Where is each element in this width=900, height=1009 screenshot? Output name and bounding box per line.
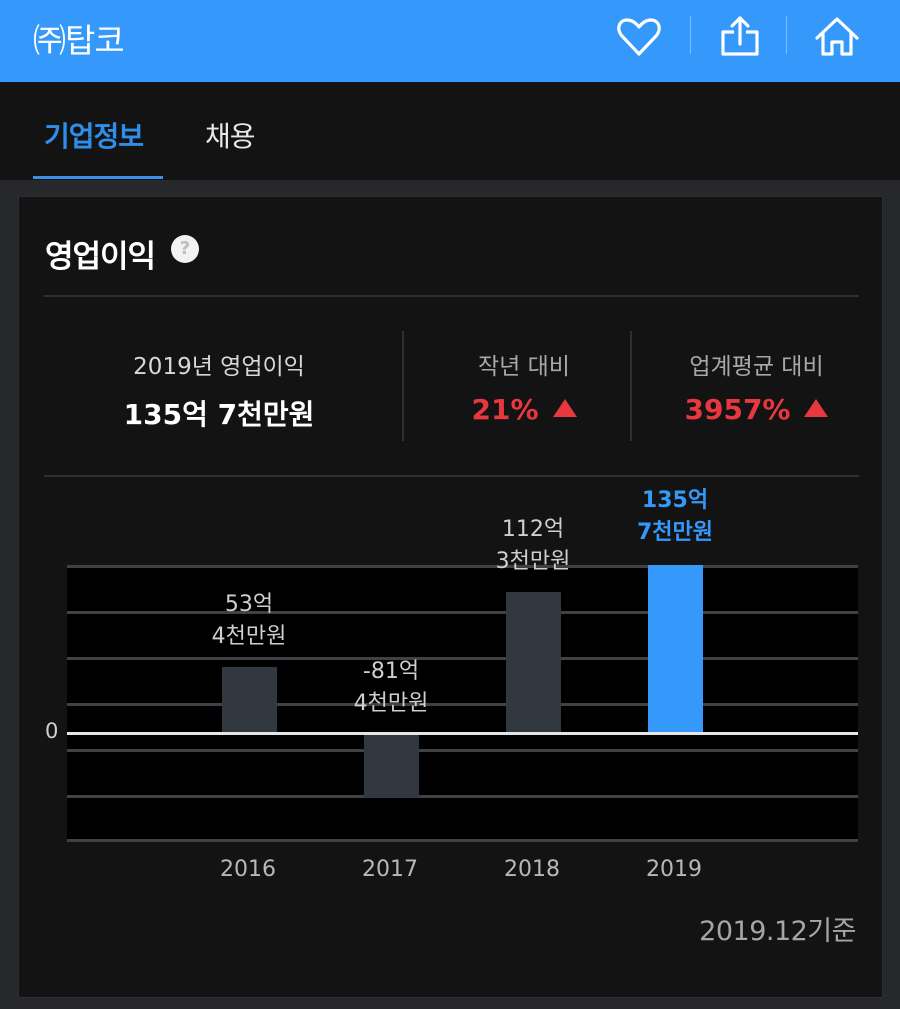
stat-yoy-label: 작년 대비 bbox=[478, 354, 570, 380]
header-divider bbox=[690, 16, 691, 54]
stat-yoy: 작년 대비 21% bbox=[419, 347, 629, 426]
header-divider bbox=[786, 16, 787, 54]
gridline bbox=[67, 749, 858, 752]
gridline bbox=[67, 565, 858, 568]
app-header: ㈜탑코 bbox=[0, 0, 900, 82]
bar-label-line: 4천만원 bbox=[353, 691, 429, 716]
tab-company-info[interactable]: 기업정보 bbox=[44, 120, 144, 153]
stat-yoy-value: 21% bbox=[471, 393, 539, 426]
gridline bbox=[67, 703, 858, 706]
bar-2016[interactable] bbox=[222, 667, 277, 733]
bar-label-line: -81억 bbox=[362, 659, 420, 684]
help-icon[interactable]: ? bbox=[171, 235, 199, 263]
x-tick-2018: 2018 bbox=[504, 857, 560, 882]
bar-label-2016: 53억 4천만원 bbox=[169, 589, 329, 653]
tab-bar: 기업정보 채용 bbox=[0, 82, 900, 180]
stat-divider bbox=[402, 331, 404, 441]
up-triangle-icon bbox=[804, 399, 829, 417]
bar-label-line: 3천만원 bbox=[495, 549, 571, 574]
gridline bbox=[67, 611, 858, 614]
stat-yoy-value-wrap: 21% bbox=[419, 393, 629, 426]
bar-label-line: 4천만원 bbox=[211, 624, 287, 649]
stat-industry-value: 3957% bbox=[684, 393, 791, 426]
bar-chart bbox=[67, 565, 858, 842]
x-tick-2019: 2019 bbox=[646, 857, 702, 882]
x-tick-2017: 2017 bbox=[362, 857, 418, 882]
stat-industry-value-wrap: 3957% bbox=[649, 393, 864, 426]
gridline bbox=[67, 657, 858, 660]
gridline bbox=[67, 795, 858, 798]
card-title: 영업이익 bbox=[45, 239, 156, 275]
bar-label-line: 135억 bbox=[641, 488, 709, 513]
active-tab-indicator bbox=[33, 176, 163, 179]
bar-2018[interactable] bbox=[506, 592, 561, 733]
stat-current: 2019년 영업이익 135억 7천만원 bbox=[99, 347, 339, 433]
divider bbox=[44, 295, 859, 297]
y-tick-zero: 0 bbox=[45, 719, 59, 743]
bar-label-line: 53억 bbox=[224, 592, 274, 617]
bar-2019[interactable] bbox=[648, 565, 703, 733]
operating-profit-card: 영업이익 ? 2019년 영업이익 135억 7천만원 작년 대비 21% 업계… bbox=[18, 196, 883, 998]
bar-label-2017: -81억 4천만원 bbox=[311, 656, 471, 720]
data-basis-date: 2019.12기준 bbox=[699, 916, 856, 947]
up-triangle-icon bbox=[552, 399, 577, 417]
bar-label-line: 7천만원 bbox=[636, 520, 714, 545]
stat-industry-label: 업계평균 대비 bbox=[689, 354, 824, 380]
divider bbox=[44, 475, 859, 477]
x-tick-2016: 2016 bbox=[220, 857, 276, 882]
share-icon[interactable] bbox=[715, 12, 765, 62]
company-title: ㈜탑코 bbox=[33, 21, 125, 60]
gridline bbox=[67, 839, 858, 842]
tab-jobs[interactable]: 채용 bbox=[205, 120, 256, 153]
bar-label-2018: 112억 3천만원 bbox=[453, 514, 613, 578]
stat-divider bbox=[630, 331, 632, 441]
heart-icon[interactable] bbox=[614, 12, 664, 62]
home-icon[interactable] bbox=[812, 12, 862, 62]
bar-2017[interactable] bbox=[364, 733, 419, 798]
stat-current-label: 2019년 영업이익 bbox=[133, 354, 305, 380]
stat-current-value: 135억 7천만원 bbox=[123, 398, 315, 431]
zero-line bbox=[67, 732, 858, 735]
bar-label-2019: 135억 7천만원 bbox=[595, 485, 755, 549]
stat-industry: 업계평균 대비 3957% bbox=[649, 347, 864, 426]
bar-label-line: 112억 bbox=[501, 517, 565, 542]
